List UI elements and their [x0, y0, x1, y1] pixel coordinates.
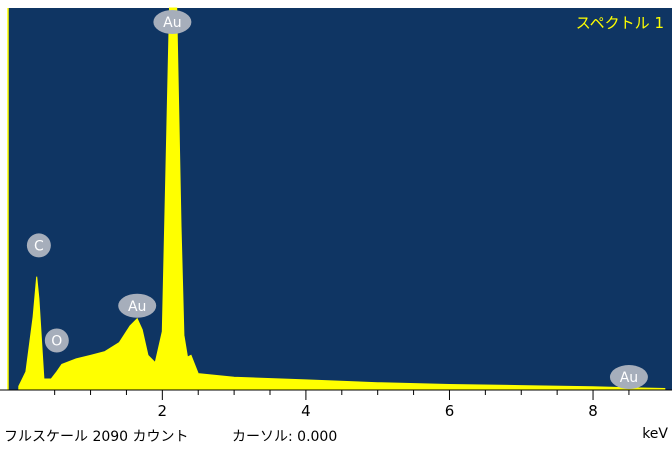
peak-label-text: C	[34, 238, 44, 254]
x-tick-label: 6	[445, 402, 455, 420]
x-tick-label: 4	[301, 402, 311, 420]
chart-title: スペクトル 1	[576, 14, 664, 32]
unit-label: keV	[642, 426, 668, 442]
peak-label-badge	[153, 10, 192, 34]
peak-label-badge	[118, 293, 157, 318]
peak-label-badge	[44, 328, 69, 353]
spectrum-layer	[18, 7, 666, 391]
full-scale-readout: フルスケール 2090 カウント	[4, 429, 189, 445]
x-ticks: 2 4 6 8	[54, 390, 630, 420]
peak-label-text: Au	[163, 15, 181, 31]
plot-area	[8, 8, 672, 390]
cursor-readout: カーソル: 0.000	[232, 429, 338, 445]
peak-label-badge	[609, 365, 648, 390]
peak-label-text: Au	[620, 370, 638, 386]
peak-label-text: Au	[128, 299, 146, 315]
x-tick-label: 8	[588, 402, 598, 420]
spectrum-series	[18, 7, 666, 391]
x-tick-label: 2	[158, 402, 168, 420]
peak-labels: Au C Au O Au	[26, 10, 648, 390]
peak-label-text: O	[51, 333, 62, 349]
peak-label-badge	[26, 233, 51, 258]
